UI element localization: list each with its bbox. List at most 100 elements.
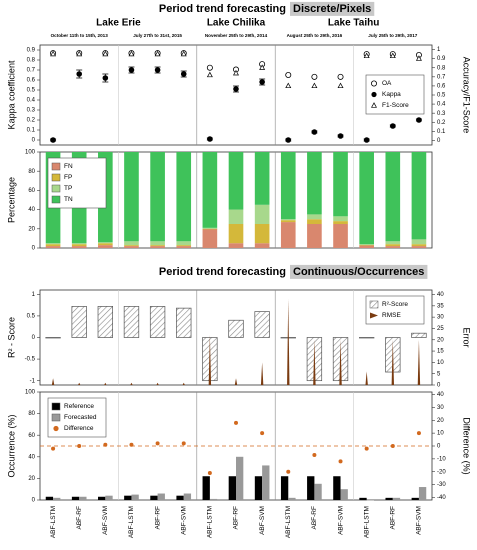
y2-tick-label: 0.1 [437,129,446,135]
rmse-spike [156,382,159,385]
legend-label: OA [382,80,392,87]
difference-point [286,469,291,474]
difference-point [364,446,369,451]
bar [45,243,61,245]
bar [280,152,296,220]
difference-point [181,441,186,446]
x-tick-label: ABF-LSTM [50,506,57,538]
y-tick-label: 0.5 [27,88,36,94]
legend-swatch [51,413,61,422]
legend-label: Forecasted [64,414,97,421]
bar [124,495,132,500]
y2-tick-label: 10 [437,360,444,366]
bar [366,500,374,501]
kappa-point [207,136,213,142]
rmse-spike [104,382,107,385]
kappa-point [180,71,187,77]
y2-tick-label: 1 [437,47,441,53]
x-tick-label: ABF-SVM [259,506,266,535]
x-tick-label: ABF-RF [390,506,397,530]
bar [385,244,401,247]
bar [71,246,87,248]
x-tick-label: ABF-RF [311,506,318,530]
y2-tick-label: 0.5 [437,93,446,99]
bar [98,496,106,500]
difference-point [338,459,343,464]
legend-swatch [51,195,61,204]
legend-swatch [370,80,377,87]
bar [202,227,218,229]
bar [149,306,166,338]
period-label: November 25th to 29th, 2014 [205,33,268,38]
bar [176,152,192,242]
rmse-spike [365,371,368,385]
legend-label: Kappa [382,91,401,98]
bar [228,319,244,338]
bar [176,246,192,248]
y-tick-label: -1 [30,378,36,384]
y-tick-label: 0.2 [27,118,36,124]
bar [280,220,296,223]
difference-point [103,442,108,447]
bar [385,152,401,242]
bar [71,243,87,245]
bar [202,228,218,248]
lake-label: Lake Erie [96,18,141,29]
bar [176,307,192,338]
kappa-point [76,71,82,77]
y2-tick-label: 25 [437,326,444,332]
y-tick-label: 80 [28,169,35,175]
bar [71,306,87,338]
legend-label: FN [64,163,73,170]
rmse-spike [78,382,81,385]
y2-tick-label: 35 [437,303,444,309]
bar [333,216,348,222]
kappa-point [337,133,344,139]
bar [228,152,244,210]
section-title: Period trend forecasting [159,3,286,15]
kappa-point [233,86,239,92]
y2-tick-label: 0.2 [437,120,446,126]
bar [71,244,87,247]
f1-point [180,50,187,57]
f1-point [311,82,318,89]
y-tick-label: 1 [32,292,36,298]
y-tick-label: 0.7 [27,68,36,74]
y-tick-label: 0.5 [27,313,36,319]
bar [124,152,139,242]
difference-point [416,431,421,436]
bar [176,245,192,247]
y-tick-label: 0 [32,335,36,341]
legend-label: F1-Score [382,102,409,109]
bar [71,496,80,500]
y-tick-label: 20 [28,476,35,482]
f1-point [154,50,161,57]
rmse-spike [391,339,394,385]
period-label: August 25th to 29th, 2016 [287,33,343,38]
legend-swatch [371,102,377,108]
bar [176,241,192,246]
bar [385,241,401,245]
period-label: October 11th to 15th, 2013 [51,33,109,38]
bar [123,306,140,338]
y2-tick-label: 15 [437,349,444,355]
bar [359,245,374,248]
f1-point [337,82,344,89]
kappa-point [390,123,396,129]
y-tick-label: 0.6 [27,78,36,84]
bar [333,224,348,248]
legend-label: RMSE [382,312,401,319]
y2-axis-label: Difference (%) [462,417,472,474]
bar [254,243,270,248]
bar [150,152,165,242]
x-tick-label: ABF-RF [76,506,83,530]
bar [202,228,218,230]
bar [280,222,296,248]
rmse-spike [287,299,290,385]
x-tick-label: ABF-RF [233,506,240,530]
period-label: July 25th to 29th, 2017 [368,33,417,38]
y-tick-label: 100 [25,390,36,396]
bar [254,476,263,500]
legend-swatch [369,300,379,309]
legend-label: Reference [64,403,94,410]
